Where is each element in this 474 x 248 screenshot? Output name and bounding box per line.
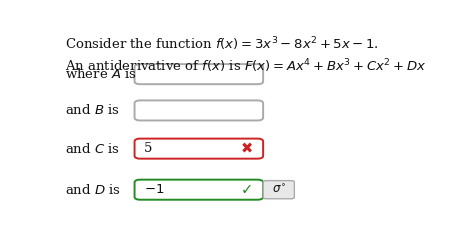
Text: ✓: ✓ <box>241 182 253 197</box>
FancyBboxPatch shape <box>135 180 263 200</box>
Text: and $C$ is: and $C$ is <box>65 142 120 156</box>
Text: $\sigma^{\!\circ}$: $\sigma^{\!\circ}$ <box>272 183 286 196</box>
Text: Consider the function $f(x) = 3x^3 - 8x^2 + 5x - 1$.: Consider the function $f(x) = 3x^3 - 8x^… <box>65 35 379 53</box>
Text: $-1$: $-1$ <box>144 183 164 196</box>
Text: 5: 5 <box>144 142 152 155</box>
FancyBboxPatch shape <box>263 181 294 199</box>
FancyBboxPatch shape <box>135 100 263 121</box>
Text: ✖: ✖ <box>241 141 253 156</box>
FancyBboxPatch shape <box>135 139 263 159</box>
FancyBboxPatch shape <box>135 64 263 84</box>
Text: and $D$ is: and $D$ is <box>65 183 121 197</box>
Text: and $B$ is: and $B$ is <box>65 103 119 118</box>
Text: where $A$ is: where $A$ is <box>65 67 137 81</box>
Text: An antiderivative of $f(x)$ is $F(x) = Ax^4 + Bx^3 + Cx^2 + Dx$: An antiderivative of $f(x)$ is $F(x) = A… <box>65 58 426 75</box>
